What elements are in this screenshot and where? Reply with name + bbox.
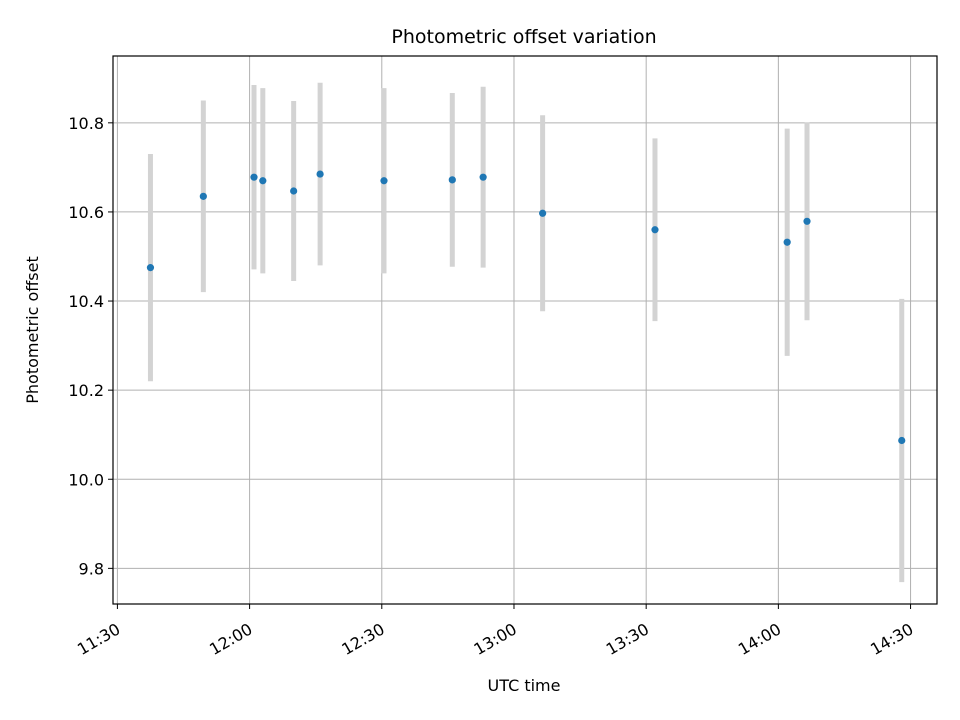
y-tick-label: 9.8 [79, 559, 104, 578]
data-point [316, 170, 324, 178]
data-point [898, 436, 906, 445]
grid [113, 56, 937, 604]
y-tick-label: 10.8 [68, 114, 104, 133]
x-tick-label: 13:00 [471, 619, 520, 659]
x-tick-label: 11:30 [74, 619, 123, 659]
data-point [539, 209, 547, 217]
data-point [146, 264, 155, 272]
data-point [448, 176, 456, 184]
y-axis-label: Photometric offset [23, 256, 42, 404]
x-tick-label: 14:30 [867, 619, 916, 659]
y-tick-label: 10.0 [68, 470, 104, 489]
x-axis-label: UTC time [488, 676, 561, 695]
y-tick-label: 10.4 [68, 292, 104, 311]
plot-frame [112, 55, 938, 605]
chart-title: Photometric offset variation [391, 26, 656, 48]
data-point [479, 173, 487, 181]
data-point [199, 192, 207, 200]
data-point [803, 217, 811, 225]
data-point [290, 187, 298, 195]
data-point [259, 177, 267, 185]
errorbars [147, 82, 905, 583]
x-tick-label: 12:00 [206, 619, 255, 659]
data-point [380, 177, 388, 185]
data-point [250, 173, 258, 181]
y-tick-label: 10.6 [68, 203, 104, 222]
y-tick-label: 10.2 [68, 381, 104, 400]
x-tick-label: 12:30 [338, 619, 387, 659]
x-axis: 11:30 12:00 12:30 13:00 13:30 14:00 14:30 [74, 604, 917, 659]
x-tick-label: 13:30 [603, 619, 652, 659]
data-point [783, 238, 791, 246]
y-axis: 9.8 10.0 10.2 10.4 10.6 10.8 [68, 114, 113, 578]
data-point [651, 226, 659, 234]
data-points [146, 170, 906, 445]
x-tick-label: 14:00 [735, 619, 784, 659]
